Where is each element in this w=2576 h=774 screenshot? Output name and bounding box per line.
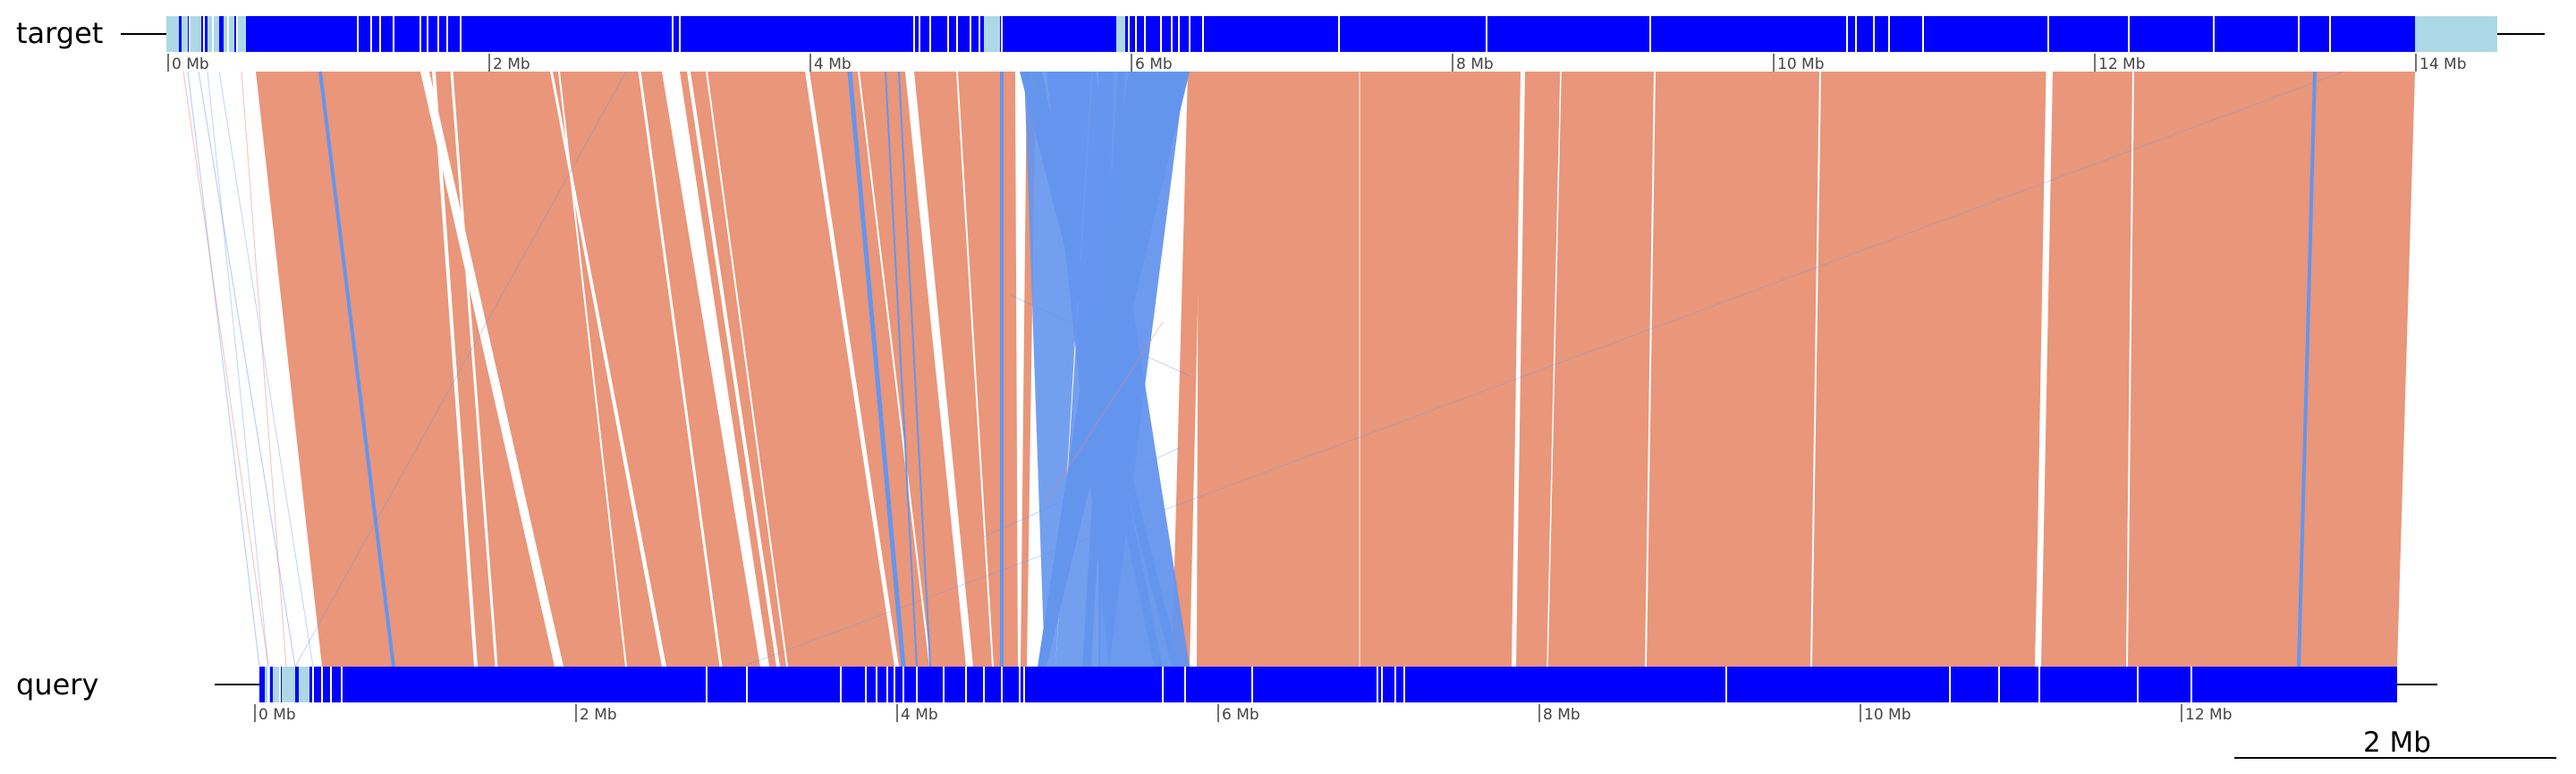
target-unaligned-region [166, 16, 179, 52]
forward-alignment [1516, 72, 2048, 667]
target-axis-tick-label: 6 Mb [1135, 55, 1173, 73]
target-unaligned-region [984, 16, 1000, 52]
query-track: query 0 Mb 2 Mb 4 Mb 6 Mb 8 Mb 10 Mb 12 Mb [16, 667, 2437, 724]
query-unaligned-region [299, 667, 309, 702]
ribbon-gaps [432, 71, 2134, 668]
query-unaligned-region [273, 667, 279, 702]
target-unaligned-region [1116, 16, 1125, 52]
scale-bar: 2 Mb [2234, 727, 2556, 759]
forward-alignment [914, 72, 1018, 667]
target-axis-tick-label: 4 Mb [814, 55, 852, 73]
target-axis-tick-label: 12 Mb [2098, 55, 2146, 73]
target-unaligned-region [238, 16, 246, 52]
forward-thin-lines [182, 71, 1164, 668]
query-axis-tick-label: 6 Mb [1222, 706, 1259, 724]
query-axis-tick-label: 8 Mb [1543, 706, 1580, 724]
query-unaligned-region [282, 667, 295, 702]
query-axis-tick-label: 0 Mb [258, 706, 296, 724]
forward-alignment [1172, 72, 1199, 667]
forward-alignment [1197, 72, 1521, 667]
reverse-thin-lines [187, 71, 2344, 668]
target-track: target 0 Mb 2 Mb 4 Mb 6 Mb 8 Mb 10 Mb 12 Mb 14 … [16, 16, 2545, 73]
target-axis-tick-label: 2 Mb [493, 55, 530, 73]
query-axis-tick-label: 2 Mb [580, 706, 617, 724]
scale-bar-label: 2 Mb [2363, 727, 2431, 759]
reverse-alignment [1098, 72, 1185, 667]
forward-alignment [680, 72, 894, 667]
target-unaligned-region [2415, 16, 2497, 52]
query-label: query [16, 668, 98, 702]
target-axis-tick-label: 10 Mb [1777, 55, 1825, 73]
target-aligned-block [166, 16, 2415, 52]
forward-alignment [809, 72, 966, 667]
target-label: target [16, 16, 103, 50]
forward-alignment [256, 72, 555, 667]
query-aligned-block [259, 667, 2397, 702]
target-axis: 0 Mb 2 Mb 4 Mb 6 Mb 8 Mb 10 Mb 12 Mb 14 Mb [167, 54, 2467, 73]
alignment-ribbons [182, 71, 2415, 668]
target-axis-tick-label: 0 Mb [172, 55, 209, 73]
forward-alignment [429, 72, 662, 667]
target-axis-tick-label: 8 Mb [1456, 55, 1494, 73]
target-unaligned-region [182, 16, 188, 52]
query-axis-tick-label: 4 Mb [901, 706, 938, 724]
query-axis-tick-label: 10 Mb [1864, 706, 1911, 724]
forward-alignment [553, 72, 760, 667]
query-axis-tick-label: 12 Mb [2185, 706, 2233, 724]
target-axis-tick-label: 14 Mb [2419, 55, 2467, 73]
query-axis: 0 Mb 2 Mb 4 Mb 6 Mb 8 Mb 10 Mb 12 Mb [254, 704, 2233, 724]
target-unaligned-region [191, 16, 201, 52]
forward-alignment [2041, 72, 2415, 667]
